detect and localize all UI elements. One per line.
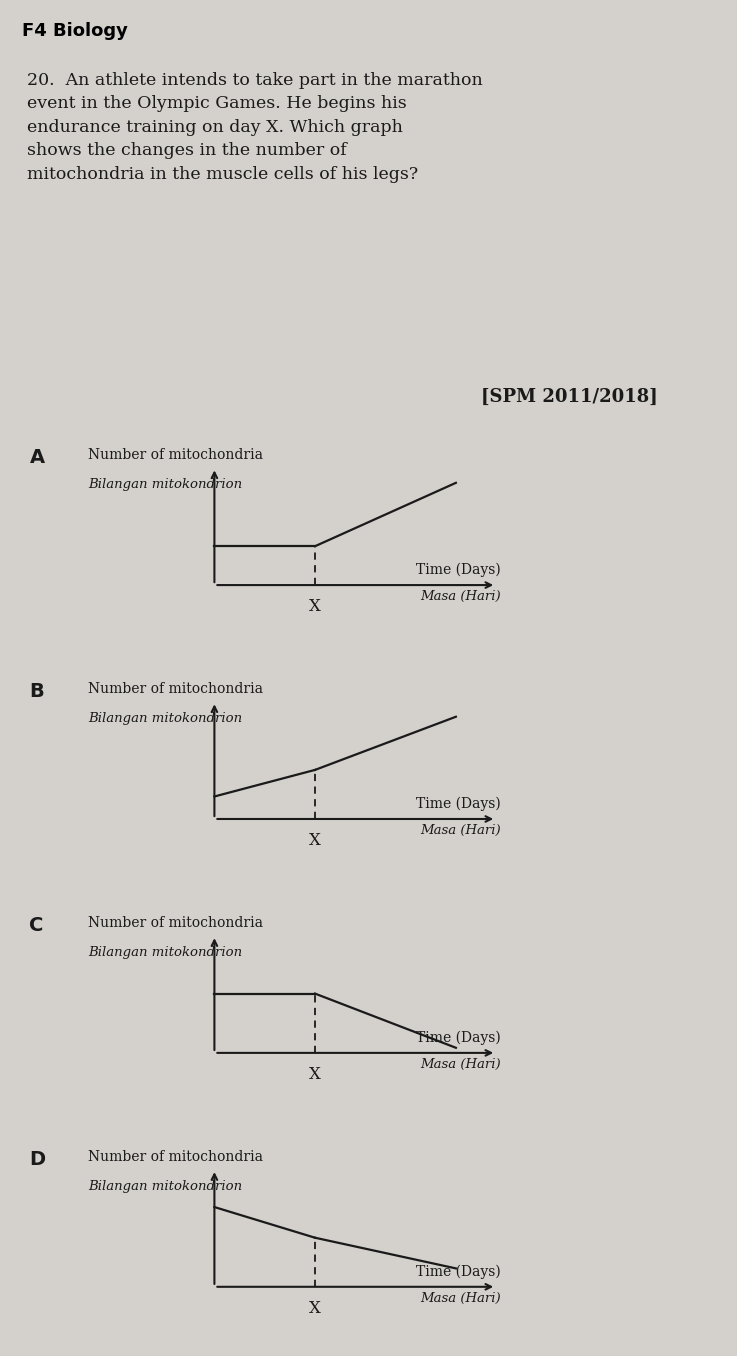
Text: Number of mitochondria: Number of mitochondria [88,449,263,462]
Text: Masa (Hari): Masa (Hari) [421,1058,501,1071]
Text: Time (Days): Time (Days) [416,796,501,811]
Text: Masa (Hari): Masa (Hari) [421,590,501,603]
Text: Number of mitochondria: Number of mitochondria [88,682,263,697]
Text: X: X [309,833,321,849]
Text: B: B [29,682,44,701]
Text: Masa (Hari): Masa (Hari) [421,1292,501,1304]
Text: Number of mitochondria: Number of mitochondria [88,1150,263,1165]
Text: Time (Days): Time (Days) [416,563,501,576]
Text: Masa (Hari): Masa (Hari) [421,824,501,837]
Text: [SPM 2011/2018]: [SPM 2011/2018] [481,388,657,405]
Text: Bilangan mitokondrion: Bilangan mitokondrion [88,712,242,725]
Text: X: X [309,1066,321,1083]
Text: Bilangan mitokondrion: Bilangan mitokondrion [88,479,242,491]
Text: A: A [29,449,45,468]
Text: D: D [29,1150,46,1169]
Text: X: X [309,1300,321,1317]
Text: Number of mitochondria: Number of mitochondria [88,917,263,930]
Text: C: C [29,917,44,936]
Text: X: X [309,598,321,616]
Text: Bilangan mitokondrion: Bilangan mitokondrion [88,946,242,959]
Text: Time (Days): Time (Days) [416,1031,501,1044]
Text: Time (Days): Time (Days) [416,1264,501,1279]
Text: 20.  An athlete intends to take part in the marathon
event in the Olympic Games.: 20. An athlete intends to take part in t… [27,72,483,183]
Text: Bilangan mitokondrion: Bilangan mitokondrion [88,1180,242,1193]
Text: F4 Biology: F4 Biology [22,22,128,39]
